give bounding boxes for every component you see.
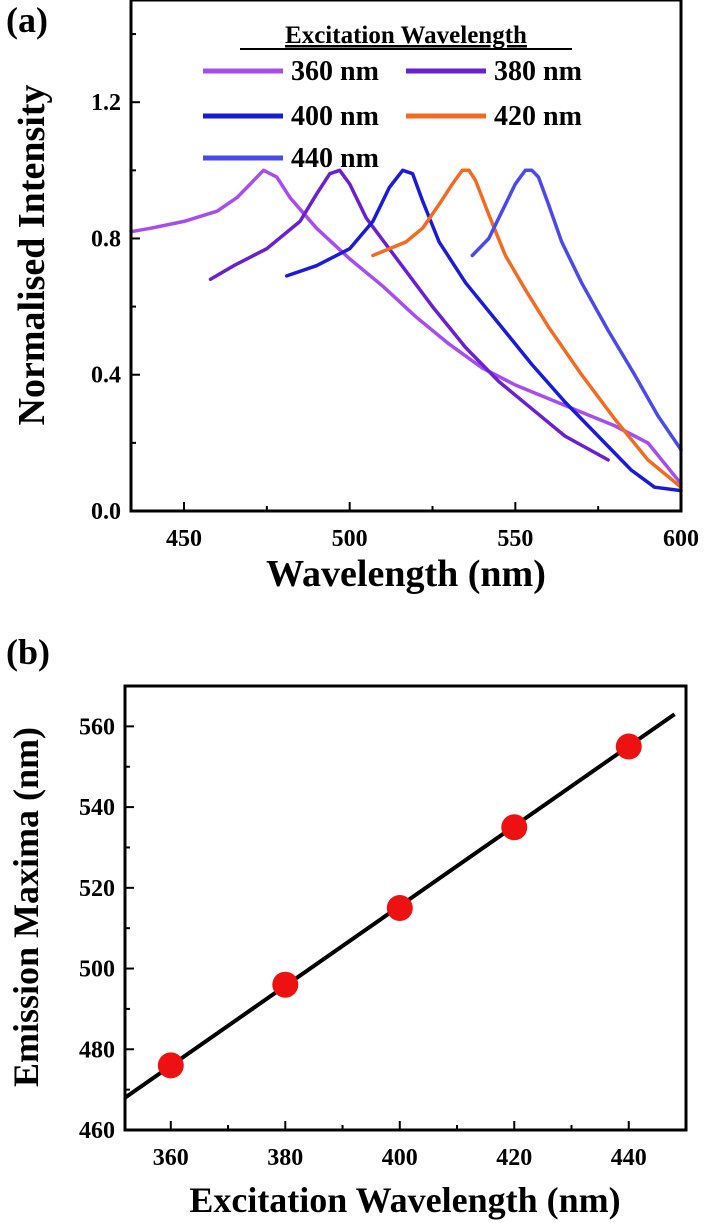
legend-label-360-nm: 360 nm bbox=[291, 56, 379, 87]
y-tick-label: 560 bbox=[79, 714, 115, 740]
y-tick-label: 520 bbox=[79, 876, 115, 902]
series-line-420-nm bbox=[371, 168, 683, 489]
y-tick-label: 0.0 bbox=[91, 499, 121, 525]
x-tick-label: 400 bbox=[382, 1145, 418, 1171]
panel-b-x-axis-title: Excitation Wavelength (nm) bbox=[189, 1180, 620, 1220]
x-tick-label: 550 bbox=[497, 526, 533, 552]
data-point-380 bbox=[272, 971, 299, 998]
panel-a-series-group bbox=[129, 168, 683, 493]
series-line-380-nm bbox=[208, 168, 610, 462]
panel-a-x-axis-title: Wavelength (nm) bbox=[266, 553, 546, 595]
x-tick-label: 600 bbox=[663, 526, 699, 552]
legend-title: Excitation Wavelength bbox=[285, 22, 527, 49]
legend-label-420-nm: 420 nm bbox=[494, 101, 582, 132]
legend-items: 360 nm 380 nm 400 nm 420 nm 440 nm bbox=[203, 56, 582, 174]
y-tick-label: 500 bbox=[79, 957, 115, 983]
y-tick-label: 460 bbox=[79, 1118, 115, 1144]
panel-b-ticks: 360 380 400 420 440 460 480 500 520 540 560 bbox=[79, 714, 647, 1171]
panel-a-plot-area: 450 500 550 600 0.0 0.4 0.8 1.2 bbox=[91, 0, 699, 552]
data-point-360 bbox=[157, 1052, 184, 1079]
data-point-400 bbox=[386, 895, 413, 921]
panel-b-frame bbox=[123, 684, 688, 1132]
panel-b-points-group bbox=[157, 733, 642, 1079]
panel-a-ticks: 450 500 550 600 0.0 0.4 0.8 1.2 bbox=[91, 33, 699, 552]
legend-label-400-nm: 400 nm bbox=[291, 101, 379, 132]
series-line-400-nm bbox=[284, 168, 683, 493]
x-tick-label: 380 bbox=[267, 1145, 303, 1171]
x-tick-label: 420 bbox=[496, 1145, 532, 1171]
panel-a-label: (a) bbox=[6, 0, 48, 40]
series-line-440-nm bbox=[470, 168, 683, 452]
data-point-420 bbox=[501, 814, 528, 841]
panel-b-y-axis-title: Emission Maxima (nm) bbox=[6, 727, 46, 1087]
y-tick-label: 0.4 bbox=[91, 363, 121, 389]
panel-b-label: (b) bbox=[6, 632, 50, 672]
panel-a-y-axis-title: Normalised Intensity bbox=[11, 85, 53, 426]
y-tick-label: 480 bbox=[79, 1037, 115, 1063]
x-tick-label: 500 bbox=[332, 526, 368, 552]
y-tick-label: 540 bbox=[79, 795, 115, 821]
x-tick-label: 360 bbox=[153, 1145, 189, 1171]
legend-label-380-nm: 380 nm bbox=[494, 56, 582, 87]
x-tick-label: 440 bbox=[611, 1145, 647, 1171]
panel-a-frame bbox=[129, 0, 683, 513]
panel-a-emission-spectra: (a) 450 500 550 600 0.0 0.4 0.8 1.2 Wavelength … bbox=[6, 0, 699, 595]
panel-b-plot-area: 360 380 400 420 440 460 480 500 520 540 560 bbox=[79, 684, 688, 1171]
y-tick-label: 0.8 bbox=[91, 226, 121, 252]
data-point-440 bbox=[615, 733, 642, 760]
panel-b-emission-maxima: (b) 360 380 400 420 440 460 480 500 520 540 560 Ex… bbox=[6, 632, 688, 1220]
x-tick-label: 450 bbox=[166, 526, 202, 552]
y-tick-label: 1.2 bbox=[91, 90, 121, 116]
panel-a-legend: Excitation Wavelength 360 nm 380 nm 400 nm… bbox=[203, 22, 582, 174]
legend-label-440-nm: 440 nm bbox=[291, 143, 379, 174]
